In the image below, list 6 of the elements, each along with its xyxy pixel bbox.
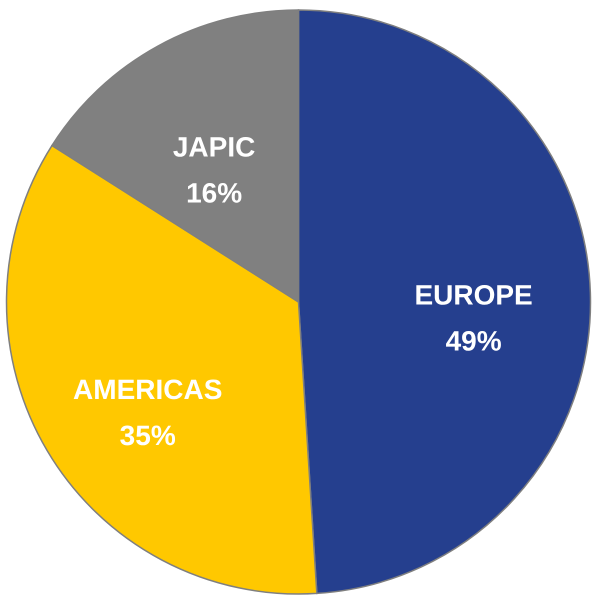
slice-label: EUROPE: [414, 279, 533, 310]
data-label: 49%: [446, 325, 502, 356]
data-label: 16%: [186, 177, 242, 208]
slice-label: JAPIC: [172, 131, 256, 162]
data-label: 35%: [120, 420, 176, 452]
slice-label: AMERICAS: [73, 374, 222, 406]
